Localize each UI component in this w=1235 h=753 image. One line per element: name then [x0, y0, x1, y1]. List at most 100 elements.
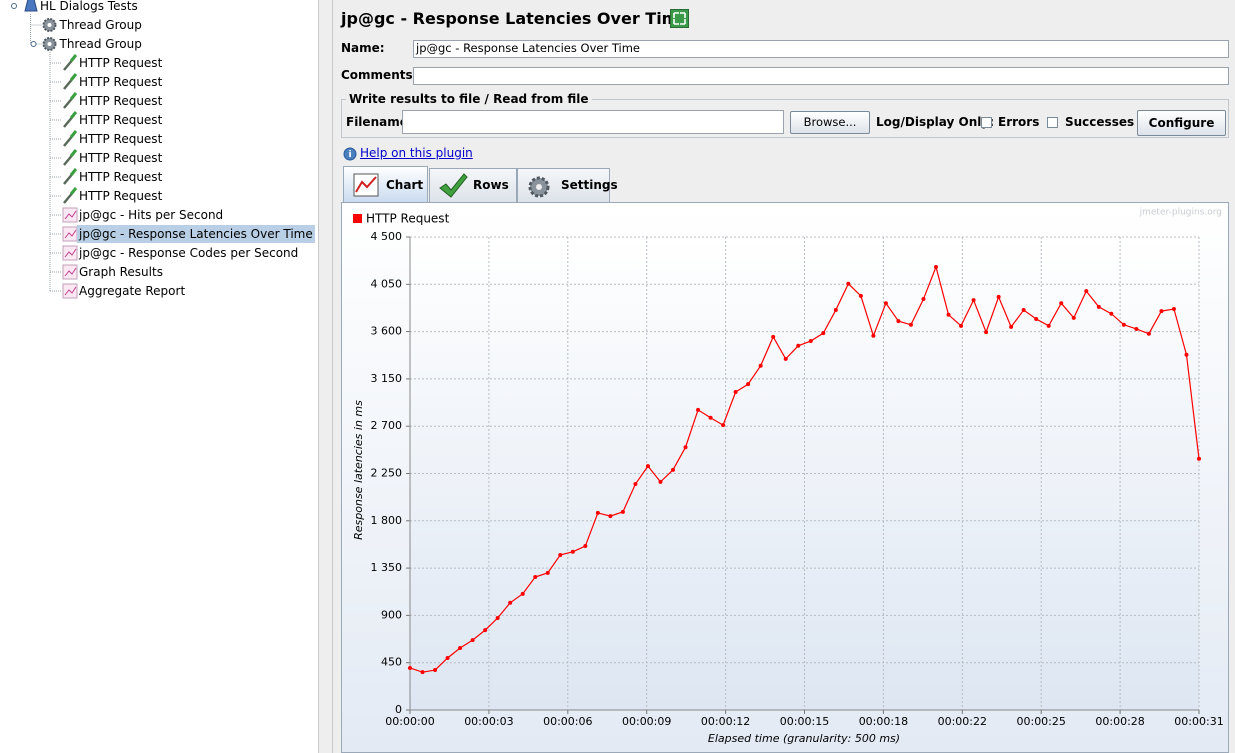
y-tick-label: 0 — [395, 703, 402, 716]
x-tick-label: 00:00:12 — [701, 715, 750, 728]
data-point — [1159, 309, 1164, 314]
data-point — [946, 312, 951, 317]
x-tick-label: 00:00:03 — [464, 715, 513, 728]
y-tick-label: 3 150 — [371, 372, 403, 385]
sampler-tip — [69, 130, 78, 138]
file-group-box — [341, 99, 1229, 138]
data-point — [458, 645, 463, 650]
tree-item[interactable]: HTTP Request — [79, 94, 163, 108]
filename-label: Filename — [346, 115, 408, 129]
data-point — [934, 264, 938, 269]
settings-hole — [536, 184, 542, 190]
splitter[interactable] — [318, 0, 333, 753]
x-tick-label: 00:00:09 — [622, 715, 671, 728]
tab[interactable]: Rows — [429, 168, 517, 202]
name-field[interactable]: jp@gc - Response Latencies Over Time — [413, 40, 1229, 58]
data-point — [1197, 456, 1201, 461]
sampler-tip — [69, 92, 78, 100]
data-point — [570, 549, 575, 554]
x-tick-label: 00:00:06 — [543, 715, 592, 728]
data-point — [495, 616, 500, 621]
tab-icon — [528, 176, 550, 198]
help-link[interactable]: Help on this plugin — [360, 146, 473, 160]
data-point — [470, 638, 475, 643]
data-point — [783, 356, 788, 361]
browse-button[interactable]: Browse... — [790, 111, 870, 134]
tree-handle — [11, 3, 17, 9]
tree-handle — [30, 41, 37, 47]
data-point — [620, 509, 625, 514]
data-point — [1096, 304, 1101, 309]
data-point — [1021, 308, 1026, 313]
data-point — [771, 334, 776, 339]
data-point — [896, 319, 901, 324]
filename-field[interactable] — [402, 110, 784, 134]
plan-icon — [24, 0, 38, 12]
expand-glyph — [673, 12, 686, 25]
successes-checkbox[interactable] — [1047, 117, 1058, 128]
data-point — [808, 339, 813, 344]
tree-item[interactable]: Thread Group — [59, 18, 142, 32]
tree-item[interactable]: HTTP Request — [79, 170, 163, 184]
tree-item[interactable]: jp@gc - Response Codes per Second — [79, 246, 299, 260]
data-point — [721, 423, 726, 428]
tree-item[interactable]: jp@gc - Response Latencies Over Time — [77, 225, 315, 243]
successes-label: Successes — [1065, 115, 1135, 129]
x-tick-label: 00:00:28 — [1095, 715, 1144, 728]
data-point — [733, 390, 738, 395]
x-tick-label: 00:00:31 — [1174, 715, 1223, 728]
tab[interactable]: Settings — [517, 168, 618, 202]
tab-label: Settings — [561, 178, 618, 192]
tree-item[interactable]: Graph Results — [79, 265, 163, 279]
data-point — [558, 552, 563, 557]
chart: jmeter-plugins.org 0 450 900 1 350 1 800 2 250… — [342, 205, 1228, 752]
data-point — [1009, 324, 1014, 329]
errors-label: Errors — [998, 115, 1040, 129]
data-point — [971, 298, 976, 303]
file-group-title: Write results to file / Read from file — [346, 92, 592, 106]
panel-title: jp@gc - Response Latencies Over Time — [341, 9, 690, 28]
data-point — [545, 570, 550, 575]
tree-item[interactable]: Thread Group — [59, 37, 142, 51]
tree-item[interactable]: jp@gc - Hits per Second — [79, 208, 224, 222]
tab-label: Chart — [386, 178, 424, 192]
tree-item[interactable]: Aggregate Report — [79, 284, 186, 298]
y-tick-label: 3 600 — [371, 325, 403, 338]
comments-label: Comments: — [341, 68, 418, 82]
data-point — [608, 514, 613, 519]
tree-lines — [11, 0, 78, 299]
tab-icon — [439, 173, 468, 198]
data-point — [1084, 289, 1089, 294]
tab-label: Rows — [473, 178, 509, 192]
legend-label: HTTP Request — [366, 212, 450, 226]
listener-glyph — [64, 286, 77, 296]
x-tick-label: 00:00:00 — [385, 715, 434, 728]
y-tick-label: 1 800 — [371, 514, 403, 527]
data-point — [508, 600, 513, 605]
log-display-label: Log/Display Only: — [876, 115, 994, 129]
x-tick-label: 00:00:18 — [859, 715, 908, 728]
data-point — [708, 415, 713, 420]
data-point — [671, 467, 675, 472]
data-point — [595, 510, 600, 515]
data-point — [1184, 352, 1189, 357]
data-point — [959, 323, 964, 328]
tree-item[interactable]: HTTP Request — [79, 75, 163, 89]
tree-item[interactable]: HL Dialogs Tests — [40, 0, 138, 13]
data-point — [520, 591, 525, 596]
data-point — [1121, 322, 1126, 327]
tree-item[interactable]: HTTP Request — [79, 151, 163, 165]
errors-checkbox[interactable] — [981, 117, 992, 128]
configure-button[interactable]: Configure — [1137, 110, 1226, 136]
tree-item[interactable]: HTTP Request — [79, 56, 163, 70]
comments-field[interactable] — [413, 67, 1229, 85]
expand-icon[interactable] — [670, 9, 689, 28]
gear-hole — [47, 42, 52, 46]
tab[interactable]: Chart — [343, 166, 428, 203]
watermark: jmeter-plugins.org — [1139, 208, 1222, 218]
tree-item[interactable]: HTTP Request — [79, 132, 163, 146]
sampler-tip — [69, 187, 78, 195]
tree-item[interactable]: HTTP Request — [79, 113, 163, 127]
tree-item[interactable]: HTTP Request — [79, 189, 163, 203]
data-point — [1109, 311, 1114, 316]
